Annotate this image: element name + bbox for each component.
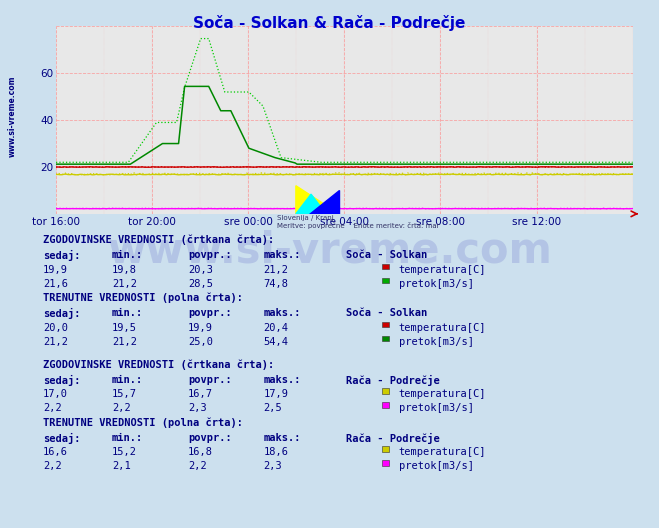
Text: pretok[m3/s]: pretok[m3/s] [399,403,474,413]
Text: 20,4: 20,4 [264,323,289,333]
Polygon shape [309,190,339,214]
Text: 17,0: 17,0 [43,389,68,399]
Text: temperatura[C]: temperatura[C] [399,447,486,457]
Text: 15,2: 15,2 [112,447,137,457]
Text: 2,2: 2,2 [43,461,61,472]
Text: maks.:: maks.: [264,308,301,318]
Text: povpr.:: povpr.: [188,432,231,442]
Text: 2,2: 2,2 [188,461,206,472]
Text: www.si-vreme.com: www.si-vreme.com [107,230,552,272]
Text: sedaj:: sedaj: [43,250,80,261]
Text: povpr.:: povpr.: [188,375,231,384]
Polygon shape [296,194,326,214]
Text: 21,2: 21,2 [112,337,137,347]
Text: sedaj:: sedaj: [43,375,80,385]
Text: 2,3: 2,3 [264,461,282,472]
Text: 20,0: 20,0 [43,323,68,333]
Text: 25,0: 25,0 [188,337,213,347]
Text: 2,2: 2,2 [112,403,130,413]
Text: 19,8: 19,8 [112,265,137,275]
Text: Slovenija / Kranj: Slovenija / Kranj [277,215,333,221]
Text: TRENUTNE VREDNOSTI (polna črta):: TRENUTNE VREDNOSTI (polna črta): [43,417,243,428]
Text: Meritve: povprečne    Enote meritev: črta: mar: Meritve: povprečne Enote meritev: črta: … [277,222,440,229]
Text: Rača - Podrečje: Rača - Podrečje [346,432,440,444]
Text: Soča - Solkan & Rača - Podrečje: Soča - Solkan & Rača - Podrečje [193,15,466,31]
Text: min.:: min.: [112,375,143,384]
Text: povpr.:: povpr.: [188,308,231,318]
Text: 17,9: 17,9 [264,389,289,399]
Text: 20,3: 20,3 [188,265,213,275]
Text: maks.:: maks.: [264,375,301,384]
Text: 16,6: 16,6 [43,447,68,457]
Text: min.:: min.: [112,250,143,260]
Text: ZGODOVINSKE VREDNOSTI (črtkana črta):: ZGODOVINSKE VREDNOSTI (črtkana črta): [43,235,274,246]
Text: 19,5: 19,5 [112,323,137,333]
Text: Soča - Solkan: Soča - Solkan [346,308,427,318]
Text: pretok[m3/s]: pretok[m3/s] [399,279,474,289]
Text: 21,2: 21,2 [264,265,289,275]
Text: pretok[m3/s]: pretok[m3/s] [399,337,474,347]
Text: maks.:: maks.: [264,432,301,442]
Text: 28,5: 28,5 [188,279,213,289]
Text: min.:: min.: [112,432,143,442]
Text: 21,2: 21,2 [43,337,68,347]
Text: 2,1: 2,1 [112,461,130,472]
Text: sedaj:: sedaj: [43,432,80,444]
Text: 2,3: 2,3 [188,403,206,413]
Text: www.si-vreme.com: www.si-vreme.com [8,76,17,157]
Text: 54,4: 54,4 [264,337,289,347]
Text: Soča - Solkan: Soča - Solkan [346,250,427,260]
Text: TRENUTNE VREDNOSTI (polna črta):: TRENUTNE VREDNOSTI (polna črta): [43,293,243,304]
Text: povpr.:: povpr.: [188,250,231,260]
Text: 21,6: 21,6 [43,279,68,289]
Text: 74,8: 74,8 [264,279,289,289]
Text: temperatura[C]: temperatura[C] [399,265,486,275]
Text: temperatura[C]: temperatura[C] [399,323,486,333]
Text: pretok[m3/s]: pretok[m3/s] [399,461,474,472]
Text: sedaj:: sedaj: [43,308,80,319]
Polygon shape [296,186,339,214]
Text: 21,2: 21,2 [112,279,137,289]
Text: 16,7: 16,7 [188,389,213,399]
Text: ZGODOVINSKE VREDNOSTI (črtkana črta):: ZGODOVINSKE VREDNOSTI (črtkana črta): [43,360,274,370]
Text: 19,9: 19,9 [43,265,68,275]
Text: 19,9: 19,9 [188,323,213,333]
Text: temperatura[C]: temperatura[C] [399,389,486,399]
Text: 15,7: 15,7 [112,389,137,399]
Text: Rača - Podrečje: Rača - Podrečje [346,375,440,385]
Text: maks.:: maks.: [264,250,301,260]
Text: 2,2: 2,2 [43,403,61,413]
Text: 18,6: 18,6 [264,447,289,457]
Text: 16,8: 16,8 [188,447,213,457]
Text: 2,5: 2,5 [264,403,282,413]
Text: min.:: min.: [112,308,143,318]
